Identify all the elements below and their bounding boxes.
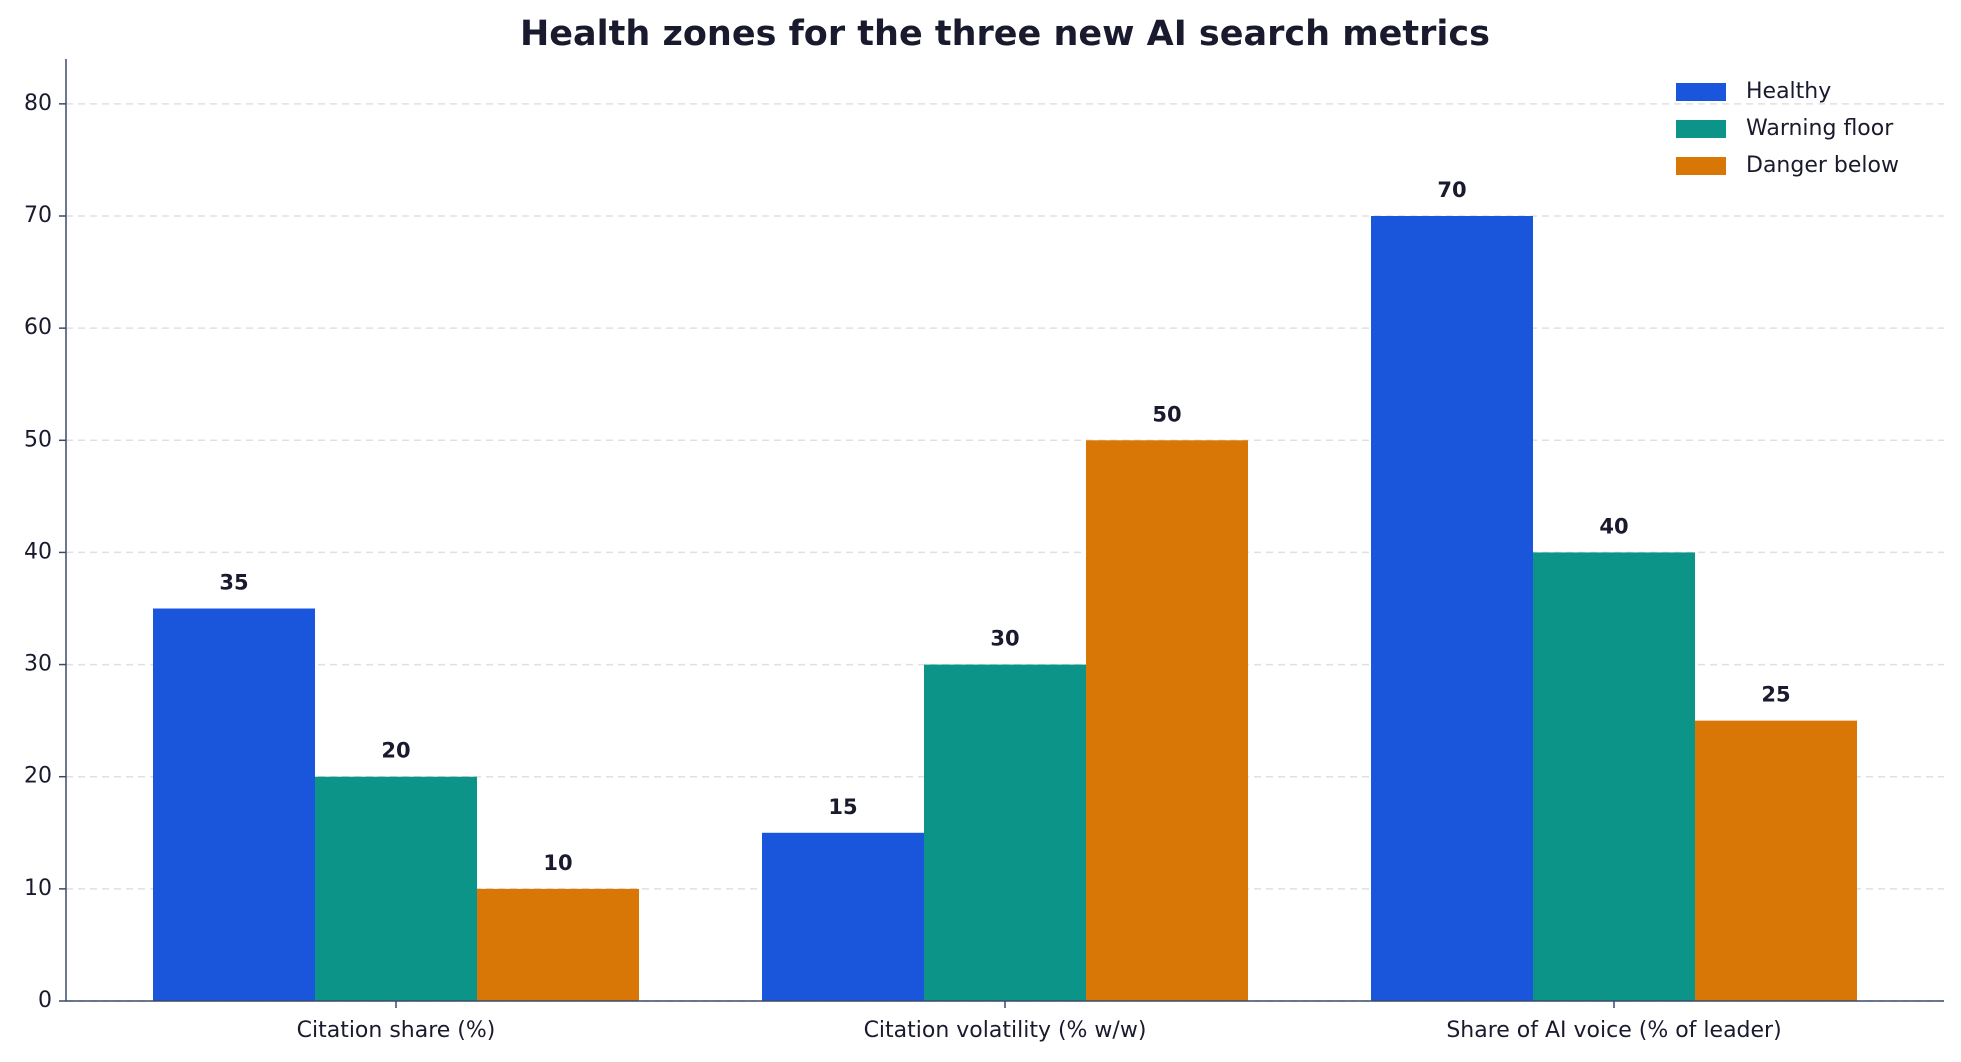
y-tick-label: 50 [24,427,52,452]
x-tick-label: Citation share (%) [297,1018,496,1043]
bar [315,776,477,1001]
x-tick-label: Share of AI voice (% of leader) [1446,1018,1781,1043]
bar [762,832,924,1001]
y-tick-label: 70 [24,203,52,228]
value-label: 40 [1599,514,1628,538]
value-label: 35 [219,571,248,595]
x-tick-label: Citation volatility (% w/w) [864,1018,1147,1043]
bar [153,608,315,1001]
value-label: 25 [1761,683,1790,707]
legend-label: Healthy [1746,79,1831,104]
legend-swatch [1676,83,1726,101]
bar [1086,440,1248,1001]
legend-label: Danger below [1746,153,1899,178]
y-tick-label: 60 [24,315,52,340]
bar [1695,720,1857,1001]
value-label: 50 [1152,402,1181,426]
chart-title: Health zones for the three new AI search… [520,14,1490,54]
value-label: 15 [828,795,857,819]
bar [477,888,639,1001]
y-tick-label: 40 [24,539,52,564]
bar [1533,552,1695,1001]
y-tick-label: 30 [24,652,52,677]
legend-label: Warning floor [1746,116,1894,141]
value-label: 30 [990,627,1019,651]
y-tick-label: 0 [38,988,52,1013]
value-label: 20 [381,739,410,763]
value-label: 70 [1437,178,1466,202]
legend-swatch [1676,120,1726,138]
legend-swatch [1676,157,1726,175]
value-label: 10 [543,851,572,875]
y-tick-label: 20 [24,764,52,789]
y-tick-label: 10 [24,876,52,901]
bar [1371,216,1533,1001]
y-tick-label: 80 [24,91,52,116]
bar [924,664,1086,1001]
